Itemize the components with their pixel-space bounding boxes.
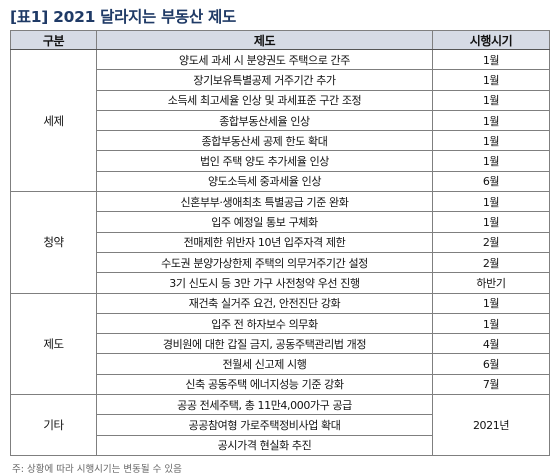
timing-cell: 2021년 xyxy=(432,394,550,456)
header-row: 구분 제도 시행시기 xyxy=(10,30,550,50)
policy-cell: 법인 주택 양도 추가세율 인상 xyxy=(96,150,433,172)
table-row: 세제 양도세 과세 시 분양권도 주택으로 간주 1월 xyxy=(10,48,550,193)
category-cell: 제도 xyxy=(10,292,97,396)
table-row: 신축 공동주택 에너지성능 기준 강화 7월 xyxy=(11,373,550,396)
policy-cell: 전매제한 위반자 10년 입주자격 제한 xyxy=(96,231,433,253)
policy-cell: 공시가격 현실화 추진 xyxy=(96,434,433,456)
table-row: 청약 신혼부부·생애최초 특별공급 기준 완화 1월 xyxy=(10,191,550,294)
policy-cell: 양도소득세 중과세율 인상 xyxy=(96,170,433,193)
table-row: 수도권 분양가상한제 주택의 의무거주기간 설정 2월 xyxy=(11,251,550,274)
policy-cell: 공공 전세주택, 총 11만4,000가구 공급 xyxy=(96,394,433,416)
policy-cell: 신혼부부·생애최초 특별공급 기준 완화 xyxy=(96,191,433,213)
policy-cell: 입주 예정일 통보 구체화 xyxy=(96,211,433,233)
timing-cell: 하반기 xyxy=(432,272,550,294)
timing-cell: 1월 xyxy=(432,89,550,111)
policy-cell: 종합부동산세 공제 한도 확대 xyxy=(96,130,433,152)
table-row: 전매제한 위반자 10년 입주자격 제한 2월 xyxy=(11,231,550,253)
timing-cell: 1월 xyxy=(432,69,550,91)
timing-cell: 4월 xyxy=(432,333,550,355)
table-row: 경비원에 대한 갑질 금지, 공동주택관리법 개정 4월 xyxy=(11,333,550,355)
timing-cell: 1월 xyxy=(432,48,550,71)
timing-cell: 7월 xyxy=(432,373,550,396)
table-row: 공시가격 현실화 추진 xyxy=(11,434,550,456)
table-row: 3기 신도시 등 3만 가구 사전청약 우선 진행 하반기 xyxy=(11,272,550,294)
timing-cell: 1월 xyxy=(432,211,550,233)
timing-cell: 2월 xyxy=(432,231,550,253)
table-title: [표1] 2021 달라지는 부동산 제도 xyxy=(10,8,236,26)
policy-cell: 경비원에 대한 갑질 금지, 공동주택관리법 개정 xyxy=(96,333,433,355)
policy-cell: 장기보유특별공제 거주기간 추가 xyxy=(96,69,433,91)
timing-cell: 1월 xyxy=(432,191,550,213)
policy-cell: 공공참여형 가로주택정비사업 확대 xyxy=(96,414,433,436)
header-category: 구분 xyxy=(10,30,97,50)
policy-cell: 신축 공동주택 에너지성능 기준 강화 xyxy=(96,373,433,396)
policy-cell: 수도권 분양가상한제 주택의 의무거주기간 설정 xyxy=(96,251,433,274)
policy-table: 구분 제도 시행시기 세제 양도세 과세 시 분양권도 주택으로 간주 1월 장… xyxy=(10,30,550,456)
table-row: 전월세 신고제 시행 6월 xyxy=(11,353,550,375)
timing-cell: 6월 xyxy=(432,353,550,375)
table-row: 법인 주택 양도 추가세율 인상 1월 xyxy=(11,150,550,172)
table-row: 제도 재건축 실거주 요건, 안전진단 강화 1월 xyxy=(10,292,550,396)
timing-cell: 1월 xyxy=(432,130,550,152)
table-row: 종합부동산세율 인상 1월 xyxy=(11,109,550,132)
policy-cell: 재건축 실거주 요건, 안전진단 강화 xyxy=(96,292,433,314)
header-timing: 시행시기 xyxy=(432,30,550,50)
policy-cell: 종합부동산세율 인상 xyxy=(96,109,433,132)
timing-cell: 6월 xyxy=(432,170,550,193)
category-cell: 세제 xyxy=(10,48,97,193)
policy-cell: 입주 전 하자보수 의무화 xyxy=(96,312,433,335)
table-row: 기타 공공 전세주택, 총 11만4,000가구 공급 2021년 xyxy=(10,394,550,456)
timing-cell: 2월 xyxy=(432,251,550,274)
table-row: 입주 예정일 통보 구체화 1월 xyxy=(11,211,550,233)
header-policy: 제도 xyxy=(96,30,433,50)
footnote: 주: 상황에 따라 시행시기는 변동될 수 있음 xyxy=(12,464,182,475)
table-row: 입주 전 하자보수 의무화 1월 xyxy=(11,312,550,335)
policy-cell: 전월세 신고제 시행 xyxy=(96,353,433,375)
timing-cell: 1월 xyxy=(432,109,550,132)
policy-cell: 양도세 과세 시 분양권도 주택으로 간주 xyxy=(96,48,433,71)
timing-cell: 1월 xyxy=(432,312,550,335)
timing-cell: 1월 xyxy=(432,150,550,172)
timing-cell: 1월 xyxy=(432,292,550,314)
category-cell: 청약 xyxy=(10,191,97,294)
policy-cell: 3기 신도시 등 3만 가구 사전청약 우선 진행 xyxy=(96,272,433,294)
category-cell: 기타 xyxy=(10,394,97,456)
policy-cell: 소득세 최고세율 인상 및 과세표준 구간 조정 xyxy=(96,89,433,111)
